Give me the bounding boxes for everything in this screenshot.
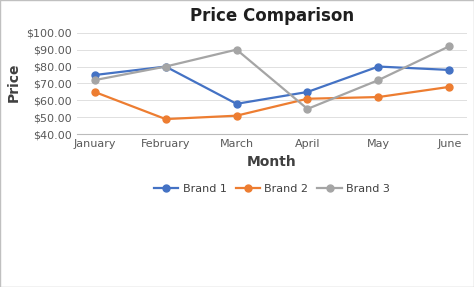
Brand 2 xyxy=(375,95,381,99)
Brand 2 xyxy=(92,90,98,94)
Line: Brand 2: Brand 2 xyxy=(91,84,453,123)
Brand 1 xyxy=(305,90,310,94)
Brand 1 xyxy=(163,65,168,68)
Brand 2 xyxy=(447,85,452,89)
Legend: Brand 1, Brand 2, Brand 3: Brand 1, Brand 2, Brand 3 xyxy=(149,180,394,199)
Brand 1 xyxy=(447,68,452,72)
X-axis label: Month: Month xyxy=(247,155,297,169)
Y-axis label: Price: Price xyxy=(7,62,21,102)
Brand 3 xyxy=(305,107,310,110)
Brand 1 xyxy=(234,102,239,106)
Line: Brand 1: Brand 1 xyxy=(91,63,453,107)
Brand 3 xyxy=(92,78,98,82)
Brand 3 xyxy=(447,44,452,48)
Brand 2 xyxy=(234,114,239,117)
Line: Brand 3: Brand 3 xyxy=(91,43,453,113)
Brand 3 xyxy=(163,65,168,68)
Brand 3 xyxy=(234,48,239,51)
Brand 1 xyxy=(375,65,381,68)
Brand 2 xyxy=(305,97,310,100)
Brand 2 xyxy=(163,117,168,121)
Brand 1 xyxy=(92,73,98,77)
Title: Price Comparison: Price Comparison xyxy=(190,7,354,25)
Brand 3 xyxy=(375,78,381,82)
